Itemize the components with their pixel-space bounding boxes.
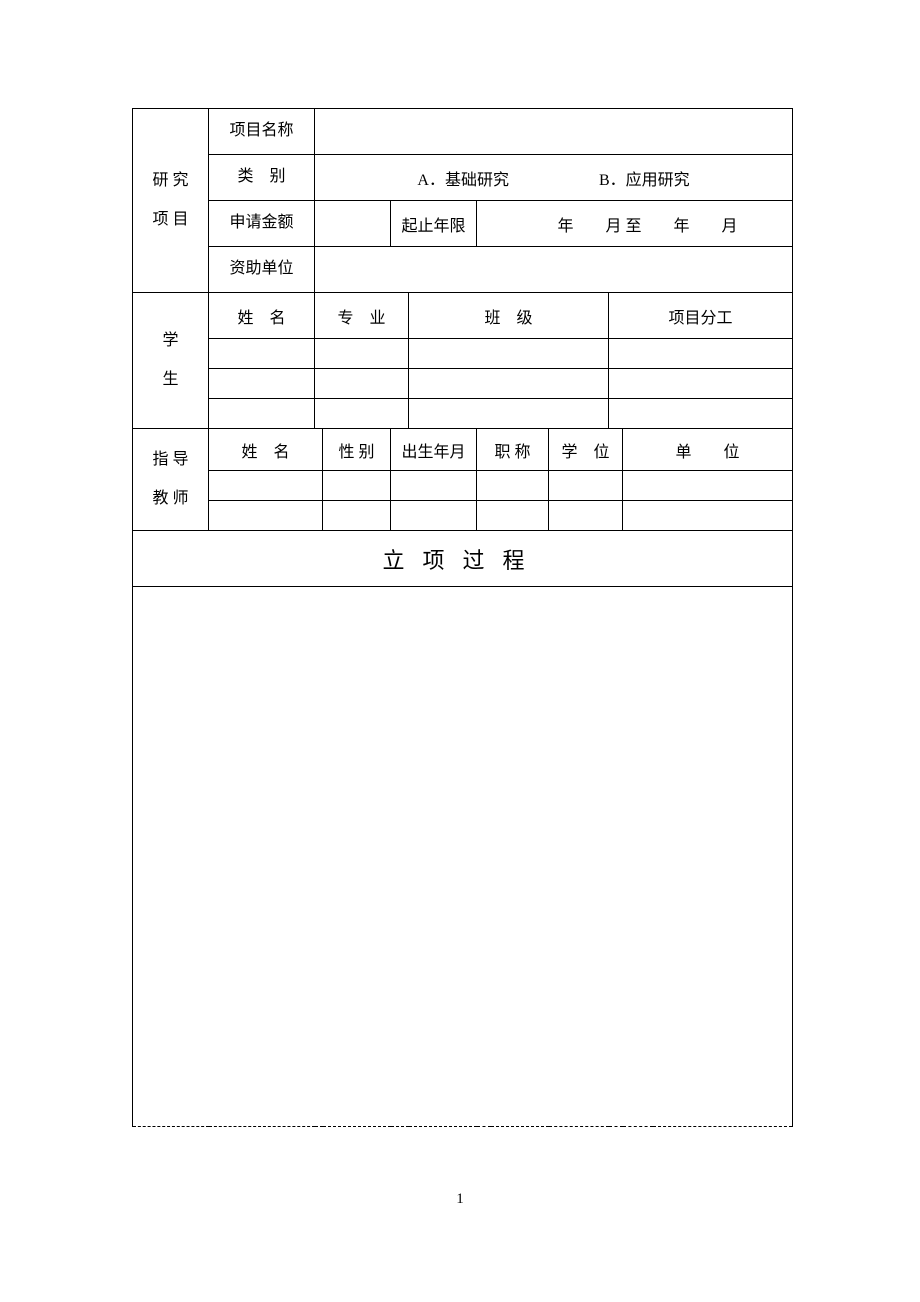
table-cell[interactable] bbox=[623, 501, 793, 531]
table-cell[interactable] bbox=[209, 339, 315, 369]
table-cell[interactable] bbox=[409, 339, 609, 369]
table-cell[interactable] bbox=[323, 471, 391, 501]
table-cell[interactable] bbox=[315, 369, 409, 399]
category-option-a: A．基础研究 bbox=[417, 166, 509, 190]
table-cell[interactable] bbox=[609, 339, 793, 369]
value-amount[interactable] bbox=[315, 201, 391, 247]
table-cell[interactable] bbox=[315, 399, 409, 429]
category-option-b: B．应用研究 bbox=[599, 166, 690, 190]
section-research-header: 研 究项 目 bbox=[133, 109, 209, 293]
col-teacher-gender: 性 别 bbox=[323, 429, 391, 471]
col-teacher-unit: 单 位 bbox=[623, 429, 793, 471]
col-teacher-name: 姓 名 bbox=[209, 429, 323, 471]
col-teacher-birth: 出生年月 bbox=[391, 429, 477, 471]
table-cell[interactable] bbox=[409, 399, 609, 429]
col-teacher-title: 职 称 bbox=[477, 429, 549, 471]
table-cell[interactable] bbox=[409, 369, 609, 399]
value-project-name[interactable] bbox=[315, 109, 793, 155]
table-cell[interactable] bbox=[623, 471, 793, 501]
value-date-range[interactable]: 年 月 至 年 月 bbox=[477, 201, 793, 247]
col-student-class: 班 级 bbox=[409, 293, 609, 339]
table-cell[interactable] bbox=[477, 471, 549, 501]
section-student-header: 学生 bbox=[133, 293, 209, 429]
label-category: 类 别 bbox=[209, 155, 315, 201]
process-content-area[interactable] bbox=[133, 587, 793, 1127]
page-number: 1 bbox=[0, 1191, 920, 1208]
label-date-range: 起止年限 bbox=[391, 201, 477, 247]
table-cell[interactable] bbox=[315, 339, 409, 369]
table-cell[interactable] bbox=[209, 471, 323, 501]
table-cell[interactable] bbox=[549, 471, 623, 501]
section-teacher-header: 指 导教 师 bbox=[133, 429, 209, 531]
process-title: 立项过程 bbox=[133, 531, 793, 587]
table-cell[interactable] bbox=[323, 501, 391, 531]
col-student-name: 姓 名 bbox=[209, 293, 315, 339]
table-cell[interactable] bbox=[209, 399, 315, 429]
col-teacher-degree: 学 位 bbox=[549, 429, 623, 471]
value-category[interactable]: A．基础研究 B．应用研究 bbox=[315, 155, 793, 201]
label-sponsor: 资助单位 bbox=[209, 247, 315, 293]
col-student-role: 项目分工 bbox=[609, 293, 793, 339]
value-sponsor[interactable] bbox=[315, 247, 793, 293]
table-cell[interactable] bbox=[609, 399, 793, 429]
table-cell[interactable] bbox=[391, 471, 477, 501]
table-cell[interactable] bbox=[609, 369, 793, 399]
table-cell[interactable] bbox=[477, 501, 549, 531]
label-project-name: 项目名称 bbox=[209, 109, 315, 155]
application-form-table: 研 究项 目 项目名称 类 别 A．基础研究 B．应用研究 申请金额 起止年限 … bbox=[132, 108, 793, 1127]
table-cell[interactable] bbox=[549, 501, 623, 531]
table-cell[interactable] bbox=[209, 369, 315, 399]
label-amount: 申请金额 bbox=[209, 201, 315, 247]
table-cell[interactable] bbox=[391, 501, 477, 531]
col-student-major: 专 业 bbox=[315, 293, 409, 339]
table-cell[interactable] bbox=[209, 501, 323, 531]
